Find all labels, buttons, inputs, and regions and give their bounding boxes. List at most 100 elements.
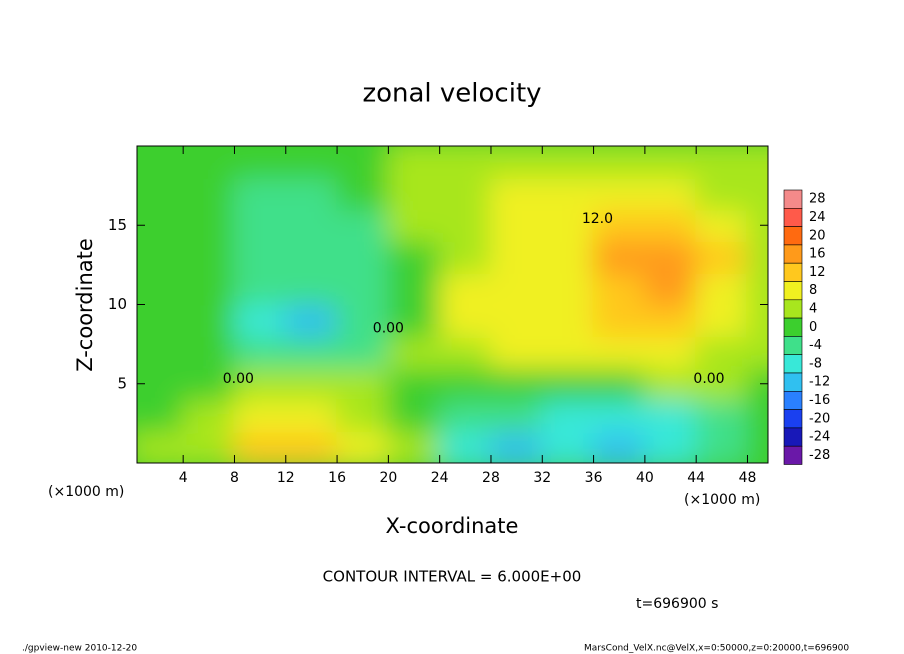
field-cell	[182, 240, 236, 274]
field-cell	[592, 366, 646, 401]
field-cell	[387, 335, 441, 369]
field-cell	[746, 240, 768, 274]
field-cell	[137, 240, 185, 274]
colorbar-box	[783, 409, 803, 429]
x-axis-label: X-coordinate	[386, 514, 519, 538]
field-cell	[438, 146, 492, 179]
field-cell	[284, 176, 339, 211]
field-cell	[336, 240, 390, 274]
colorbar-label: 12	[809, 265, 826, 280]
field-cell	[541, 335, 595, 369]
field-cell	[438, 398, 492, 433]
field-cell	[695, 335, 749, 369]
field-cell	[489, 176, 544, 211]
x-tick-label: 8	[230, 470, 239, 486]
field-cell	[284, 366, 339, 401]
contour-label: 0.00	[693, 371, 724, 387]
field-cell	[489, 430, 544, 463]
plot-frame	[136, 145, 769, 464]
field-cell	[541, 303, 595, 338]
field	[137, 146, 768, 463]
field-cell	[746, 366, 768, 401]
field-cell	[336, 176, 390, 211]
field-cell	[695, 398, 749, 433]
field-cell	[489, 146, 544, 179]
x-tick-label: 40	[636, 470, 654, 486]
field-cell	[746, 398, 768, 433]
field-cell	[592, 335, 646, 369]
x-tick-label: 28	[482, 470, 500, 486]
field-cell	[746, 146, 768, 179]
contour-interval: CONTOUR INTERVAL = 6.000E+00	[323, 568, 582, 586]
field-cell	[695, 146, 749, 179]
colorbar-box	[783, 354, 803, 374]
field-cell	[592, 303, 646, 338]
x-tick-label: 36	[585, 470, 603, 486]
field-cell	[541, 366, 595, 401]
field-cell	[643, 303, 698, 338]
field-cell	[541, 430, 595, 463]
field-cell	[695, 240, 749, 274]
colorbar-box	[783, 226, 803, 246]
y-tick-label: 10	[108, 295, 127, 313]
colorbar-label: 16	[809, 247, 826, 262]
field-cell	[746, 335, 768, 369]
field-cell	[233, 146, 287, 179]
field-cell	[233, 271, 287, 306]
colorbar-label: 20	[809, 228, 826, 243]
field-cell	[387, 366, 441, 401]
field-cell	[695, 271, 749, 306]
field-cell	[643, 208, 698, 243]
field-cell	[695, 430, 749, 463]
colorbar-box	[783, 390, 803, 410]
y-axis-label: Z-coordinate	[73, 238, 97, 372]
field-cell	[643, 335, 698, 369]
x-tick-label: 32	[533, 470, 551, 486]
field-cell	[336, 303, 390, 338]
colorbar-label: -24	[809, 430, 830, 445]
field-cell	[182, 271, 236, 306]
field-cell	[387, 303, 441, 338]
field-cells	[137, 146, 768, 463]
field-cell	[137, 146, 185, 179]
contour-label: 0.00	[223, 371, 254, 387]
colorbar-box	[783, 262, 803, 282]
field-cell	[137, 271, 185, 306]
field-cell	[387, 271, 441, 306]
colorbar-box	[783, 427, 803, 447]
contour-label: 12.0	[582, 211, 613, 227]
colorbar-box	[783, 372, 803, 392]
field-cell	[233, 430, 287, 463]
field-cell	[541, 146, 595, 179]
field-cell	[643, 398, 698, 433]
field-cell	[336, 271, 390, 306]
field-cell	[137, 430, 185, 463]
field-cell	[387, 430, 441, 463]
field-cell	[284, 146, 339, 179]
field-cell	[695, 208, 749, 243]
field-cell	[489, 303, 544, 338]
colorbar-label: 0	[809, 320, 817, 335]
colorbar-box	[783, 208, 803, 227]
field-cell	[387, 398, 441, 433]
colorbar-label: -20	[809, 411, 830, 426]
field-cell	[284, 208, 339, 243]
field-cell	[541, 176, 595, 211]
field-cell	[541, 271, 595, 306]
field-cell	[746, 430, 768, 463]
field-cell	[438, 430, 492, 463]
field-cell	[387, 146, 441, 179]
field-cell	[284, 271, 339, 306]
field-cell	[541, 240, 595, 274]
field-cell	[592, 176, 646, 211]
x-tick-label: 16	[328, 470, 346, 486]
field-cell	[643, 366, 698, 401]
colorbar-box	[783, 189, 803, 209]
field-cell	[643, 271, 698, 306]
field-cell	[438, 303, 492, 338]
field-cell	[746, 271, 768, 306]
field-cell	[182, 398, 236, 433]
